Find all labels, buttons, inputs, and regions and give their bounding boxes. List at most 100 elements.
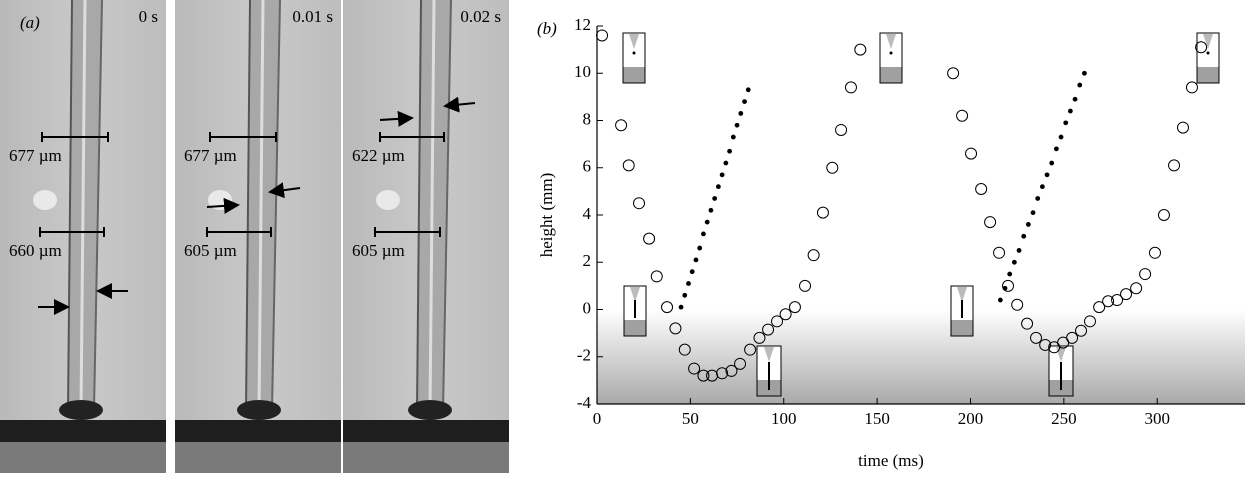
reflection <box>343 442 509 473</box>
open-point <box>1148 246 1161 259</box>
panel-label: (a) <box>20 13 40 32</box>
open-point <box>1139 268 1152 281</box>
inset-nozzle <box>630 287 640 302</box>
y-tick-label: 12 <box>574 15 591 34</box>
tube-wall <box>442 0 452 411</box>
tube-wall <box>67 0 73 411</box>
open-point <box>1066 331 1079 344</box>
y-axis-label: height (mm) <box>537 173 556 258</box>
open-point <box>669 322 682 335</box>
open-point <box>993 246 1006 259</box>
y-tick-label: 8 <box>583 109 592 128</box>
filled-point <box>1002 285 1008 291</box>
filled-point <box>1011 259 1017 265</box>
width-label: 677 µm <box>9 146 62 165</box>
open-point <box>975 183 988 196</box>
inset-drop <box>889 51 893 55</box>
open-point <box>753 331 766 344</box>
x-tick-label: 0 <box>593 409 602 428</box>
filled-point <box>719 172 725 178</box>
x-tick-label: 300 <box>1144 409 1170 428</box>
width-label: 605 µm <box>352 241 405 260</box>
inset <box>1196 32 1220 84</box>
filled-point <box>1063 120 1069 126</box>
inset-liquid <box>623 67 645 83</box>
y-tick-label: 10 <box>574 62 591 81</box>
submerged-region <box>597 309 1245 404</box>
open-point <box>615 119 628 132</box>
open-point <box>799 279 812 292</box>
open-point <box>1157 209 1170 221</box>
x-tick-label: 250 <box>1051 409 1077 428</box>
filled-point <box>689 269 695 275</box>
open-point <box>1168 159 1181 172</box>
open-point <box>596 29 609 42</box>
y-tick-label: -4 <box>577 393 592 412</box>
filled-point <box>1049 160 1055 166</box>
filled-point <box>734 122 740 128</box>
filled-point <box>704 219 710 225</box>
x-axis-label: time (ms) <box>858 451 924 470</box>
filled-point <box>1067 108 1073 114</box>
open-point <box>1195 41 1208 54</box>
open-point <box>956 109 969 122</box>
filled-point <box>682 292 688 298</box>
inset <box>1048 345 1074 397</box>
filled-point <box>1016 248 1022 253</box>
open-point <box>1075 324 1088 337</box>
open-point <box>1185 81 1198 94</box>
meniscus <box>237 400 281 420</box>
filled-point <box>742 99 747 104</box>
open-point <box>1130 282 1143 295</box>
tube-wall <box>416 0 422 411</box>
arrow <box>268 182 301 199</box>
open-point <box>1102 295 1115 308</box>
open-point <box>854 43 867 56</box>
photo-frame: 0.02 s 622 µm 605 µm <box>343 0 509 473</box>
inset <box>879 32 903 84</box>
filled-point <box>1030 210 1036 216</box>
filled-point <box>1039 184 1045 190</box>
y-tick-label: 0 <box>583 298 592 317</box>
meniscus <box>59 400 103 420</box>
inset-nozzle <box>1203 34 1213 49</box>
open-point <box>816 206 829 219</box>
x-tick-label: 150 <box>864 409 890 428</box>
glare <box>376 190 400 210</box>
tube-core <box>257 0 265 411</box>
liquid-pool <box>0 420 166 442</box>
open-point <box>1002 279 1015 292</box>
filled-point <box>1072 96 1078 102</box>
photo-panel: 0 s 677 µm 660 µm 0.01 s 677 µm 605 µm 0.02 s 6… <box>0 0 509 473</box>
open-point <box>650 270 663 283</box>
open-point <box>984 216 997 229</box>
tube-wall <box>93 0 103 411</box>
open-point <box>1021 317 1034 330</box>
y-tick-label: 6 <box>583 157 592 176</box>
tube-core <box>428 0 436 411</box>
open-point <box>1111 294 1124 307</box>
open-point <box>844 81 857 94</box>
reflection <box>175 442 341 473</box>
filled-point <box>1007 271 1013 277</box>
arrow <box>206 197 240 214</box>
filled-point <box>1025 222 1031 227</box>
filled-point <box>1044 172 1050 178</box>
glare <box>33 190 57 210</box>
open-point <box>807 249 820 262</box>
inset-drop <box>632 51 636 55</box>
inset <box>756 345 782 397</box>
filled-point <box>1077 82 1083 88</box>
open-point <box>762 323 775 336</box>
filled-point <box>693 257 699 263</box>
open-point <box>835 123 848 136</box>
inset-liquid <box>1197 67 1219 83</box>
inset <box>622 32 646 84</box>
width-label: 622 µm <box>352 146 405 165</box>
open-point <box>1011 298 1024 311</box>
inset-liquid <box>951 320 973 336</box>
filled-point <box>730 134 736 140</box>
open-point <box>1039 338 1052 351</box>
meniscus <box>408 400 452 420</box>
